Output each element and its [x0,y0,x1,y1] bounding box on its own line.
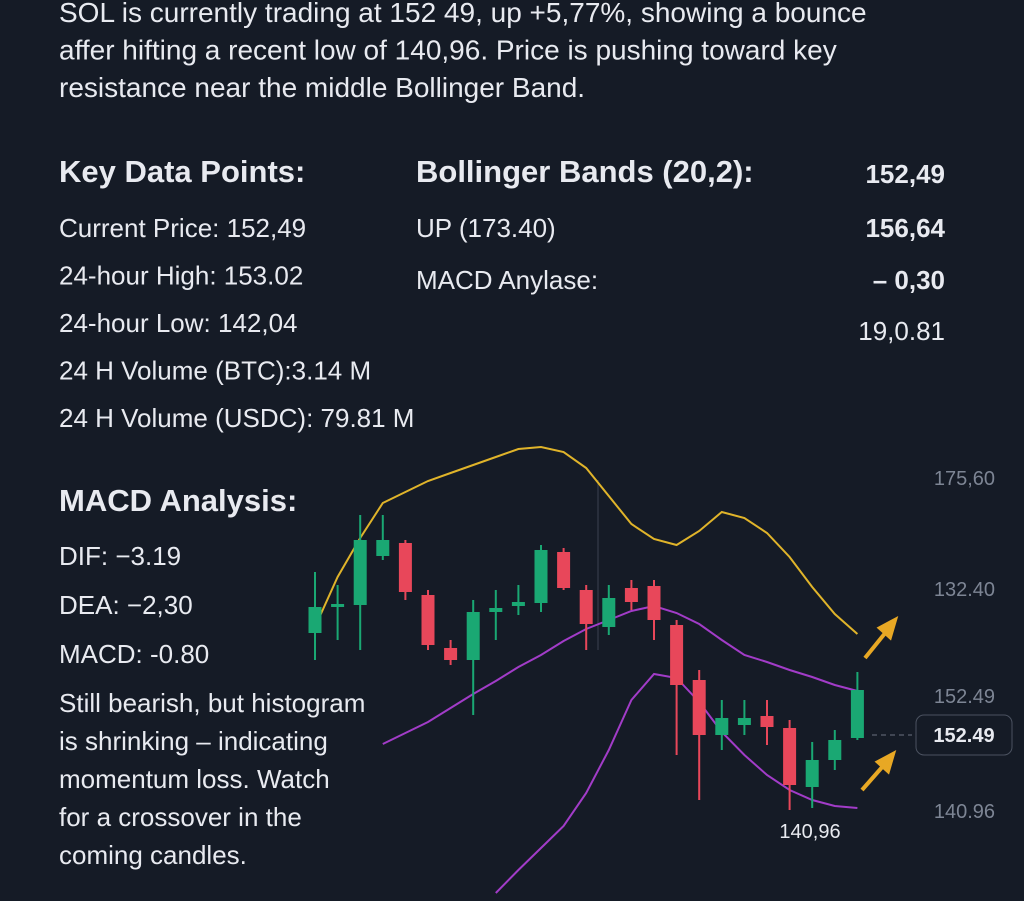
key-data-item: 24 H Volume (USDC): 79.81 M [59,403,414,433]
candle-body [331,604,345,607]
current-price: 152.49 [933,725,994,747]
macd-note: Still bearish, but histogram [59,688,365,718]
candle-body [444,648,458,660]
candle-body [557,552,571,588]
candle-body [534,550,548,603]
candle-body [398,543,412,592]
macd-note: momentum loss. Watch [59,764,330,794]
value: – 0,30 [873,265,945,295]
key-data-item: 24-hour Low: 142,04 [59,308,298,338]
key-data-item: 24-hour High: 153.02 [59,261,303,291]
candle-body [511,602,525,606]
value: 152,49 [865,159,945,189]
bollinger-band [382,604,858,745]
value: 156,64 [865,213,945,243]
candle-body [353,540,367,605]
candle-body [579,590,593,624]
candle-body [760,716,774,727]
candle-body [624,588,638,602]
candle-body [489,608,503,612]
key-data-item: Current Price: 152,49 [59,213,306,243]
section-title: Bollinger Bands (20,2): [416,154,754,189]
candle-body [602,598,616,627]
candle-body [850,690,864,738]
macd-item: DEA: −2,30 [59,590,193,620]
price-label: 132.40 [934,579,995,601]
candle-body [828,740,842,760]
section-title: MACD Analysis: [59,483,297,518]
chart [308,445,864,894]
low-label: 140,96 [779,821,840,843]
candle-body [737,718,751,725]
arrows [860,615,899,792]
price-badge [915,714,1013,756]
section-title: Key Data Points: [59,154,305,189]
candle-body [421,595,435,645]
candle-body [670,625,684,685]
summary-line: resistance near the middle Bollinger Ban… [59,72,585,103]
price-label: 152.49 [934,686,995,708]
macd-note: for a crossover in the [59,802,302,832]
candle-body [308,607,322,633]
macd-note: is shrinking – indicating [59,726,328,756]
key-data-item: 24 H Volume (BTC):3.14 M [59,356,371,386]
candle-body [692,680,706,735]
candle-body [647,586,661,620]
price-label: 140.96 [934,801,995,823]
bollinger-band [314,445,859,635]
summary-line: affer hifting a recent low of 140,96. Pr… [59,35,837,66]
texts: SOL is currently trading at 152 49, up +… [59,0,995,870]
candle-body [715,718,729,735]
summary-line: SOL is currently trading at 152 49, up +… [59,0,867,28]
candle-body [805,760,819,787]
macd-note: coming candles. [59,840,247,870]
bollinger-item: MACD Anylase: [416,265,598,295]
candle-body [376,540,390,556]
value: 19,0.81 [858,316,945,346]
macd-item: MACD: -0.80 [59,639,209,669]
candle-body [466,612,480,660]
bollinger-item: UP (173.40) [416,213,556,243]
price-label: 175,60 [934,468,995,490]
candle-body [783,728,797,785]
macd-item: DIF: −3.19 [59,541,181,571]
